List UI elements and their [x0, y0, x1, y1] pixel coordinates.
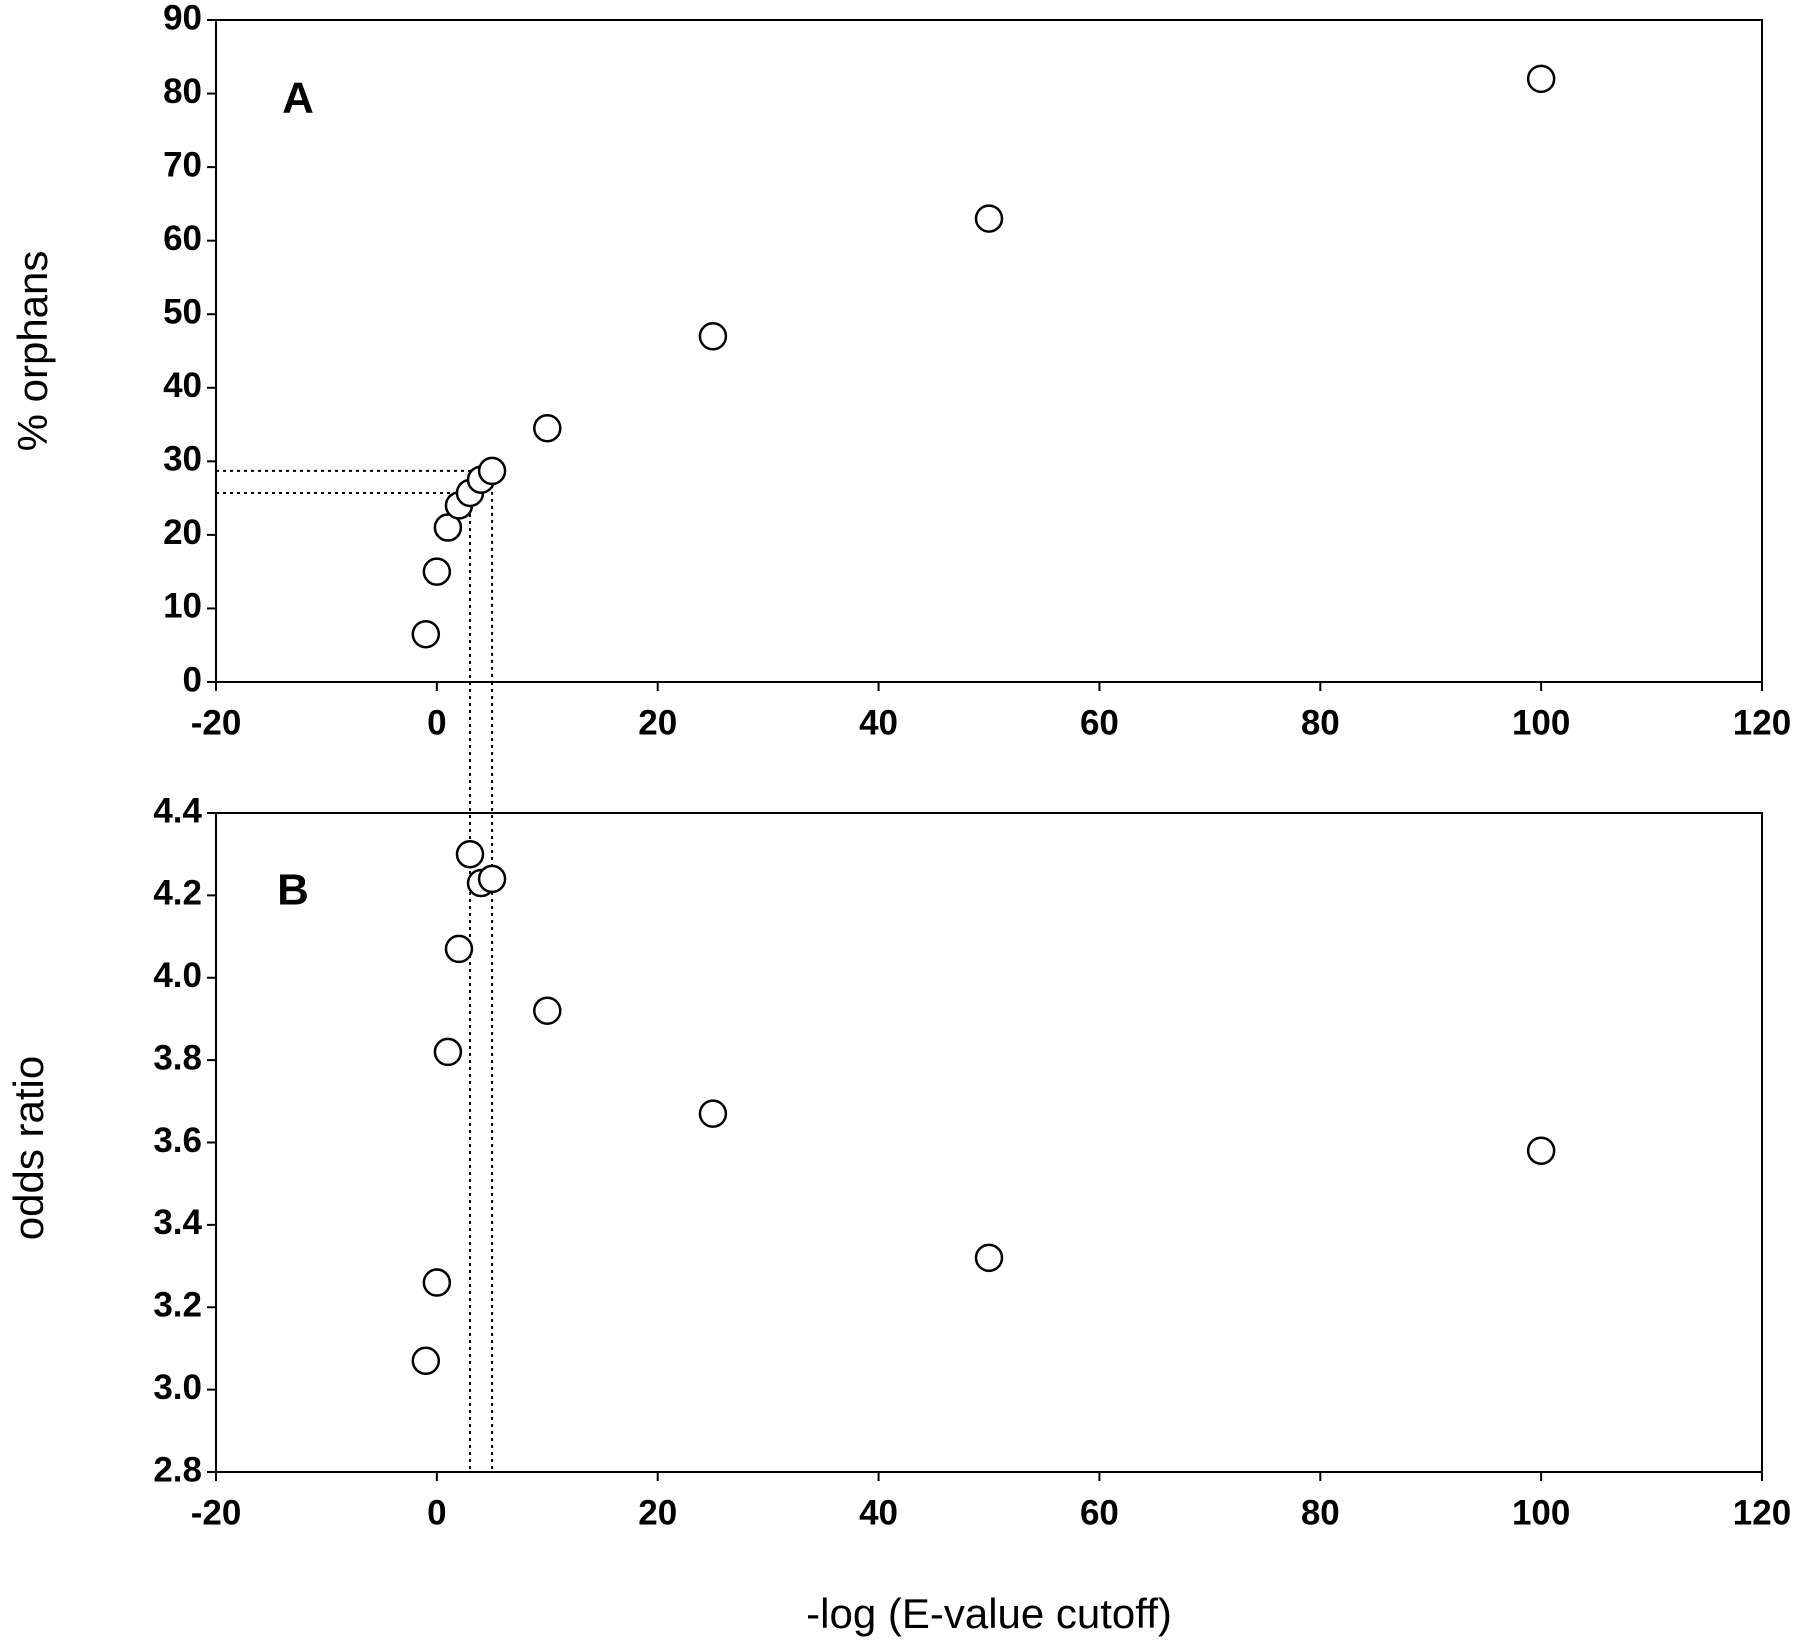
y-tick-label: 3.0: [153, 1368, 202, 1407]
x-tick-label: 40: [859, 1493, 898, 1532]
point: [974, 1243, 1004, 1273]
y-tick-label: 20: [163, 513, 202, 552]
point: [1526, 64, 1556, 94]
y-axis-label: odds ratio: [5, 1056, 52, 1240]
point: [533, 413, 562, 443]
point: [477, 864, 507, 894]
point: [533, 996, 562, 1025]
x-tick-label: 100: [1512, 1493, 1570, 1532]
point: [1526, 1136, 1556, 1165]
x-tick-label: 0: [427, 703, 446, 742]
y-tick-label: 4.2: [153, 874, 202, 913]
x-tick-label: 60: [1080, 1493, 1119, 1532]
x-tick-label: 20: [638, 1493, 677, 1532]
x-tick-label: 60: [1080, 703, 1119, 742]
point: [698, 322, 728, 351]
panel-label: B: [277, 866, 309, 915]
point: [477, 456, 507, 486]
point: [433, 1037, 463, 1067]
y-tick-label: 90: [163, 0, 202, 37]
point: [422, 557, 452, 586]
x-tick-label: 20: [638, 703, 677, 742]
point: [455, 839, 485, 869]
y-tick-label: 3.4: [153, 1203, 202, 1242]
y-tick-label: 40: [163, 366, 202, 405]
point: [974, 204, 1004, 233]
y-tick-label: 4.4: [153, 791, 202, 830]
x-tick-label: 120: [1733, 703, 1791, 742]
y-tick-label: 3.6: [153, 1121, 202, 1160]
x-tick-label: 120: [1733, 1493, 1791, 1532]
y-tick-label: 70: [163, 145, 202, 184]
y-tick-label: 0: [183, 660, 202, 699]
x-tick-label: 0: [427, 1493, 446, 1532]
x-tick-label: 80: [1301, 703, 1340, 742]
x-tick-label: -20: [191, 1493, 242, 1532]
point: [444, 934, 474, 964]
y-tick-label: 80: [163, 72, 202, 111]
point: [422, 1268, 452, 1297]
x-tick-label: 40: [859, 703, 898, 742]
plot-frame: [215, 19, 1763, 683]
y-tick-label: 2.8: [153, 1450, 202, 1489]
point: [433, 513, 463, 542]
x-tick-label: -20: [191, 703, 242, 742]
x-axis-label: -log (E-value cutoff): [806, 1590, 1172, 1637]
point: [698, 1099, 728, 1128]
x-tick-label: 80: [1301, 1493, 1340, 1532]
y-tick-label: 50: [163, 292, 202, 331]
y-tick-label: 10: [163, 587, 202, 626]
y-tick-label: 30: [163, 440, 202, 479]
y-axis-label: % orphans: [9, 251, 56, 452]
panel-label: A: [282, 74, 314, 123]
y-tick-label: 60: [163, 219, 202, 258]
y-tick-label: 3.8: [153, 1038, 202, 1077]
y-tick-label: 3.2: [153, 1286, 202, 1325]
x-tick-label: 100: [1512, 703, 1570, 742]
y-tick-label: 4.0: [153, 956, 202, 995]
point: [411, 1346, 441, 1376]
point: [411, 619, 441, 649]
